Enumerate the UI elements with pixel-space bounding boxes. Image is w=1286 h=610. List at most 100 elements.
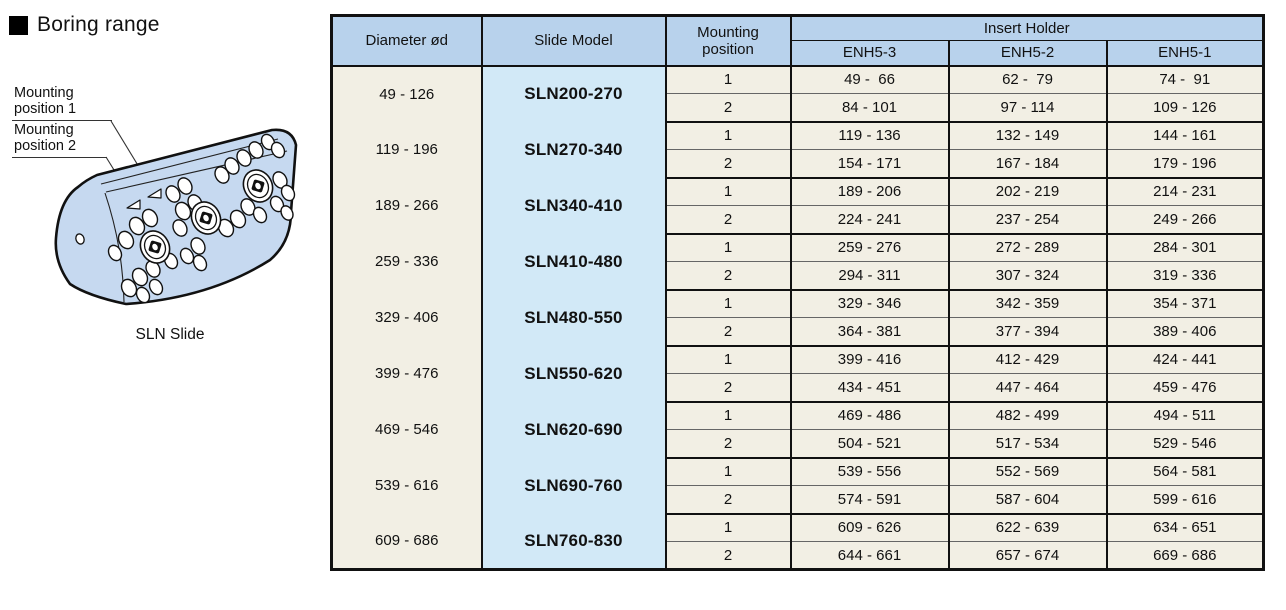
insert-holder-range-cell-enh5-2: 132 - 149: [947, 121, 1108, 150]
table-row: 399 - 476 SLN550-620 1 399 - 416 412 - 429 42…: [330, 345, 1265, 402]
mounting-position-cell: 1: [664, 121, 792, 150]
insert-holder-range-cell-enh5-2: 307 - 324: [947, 261, 1108, 291]
bore-holes: [107, 133, 296, 304]
insert-holder-range-cell-enh5-2: 167 - 184: [947, 149, 1108, 179]
slide-model-cell: SLN270-340: [480, 121, 667, 178]
insert-holder-range-cell-enh5-2: 447 - 464: [947, 373, 1108, 403]
table-row: 2 294 - 311 307 - 324 319 - 336: [332, 261, 1265, 291]
insert-holder-range-cell-enh5-2: 657 - 674: [947, 541, 1108, 571]
table-row: 2 84 - 101 97 - 114 109 - 126: [332, 93, 1265, 123]
square-bullet-icon: [9, 15, 28, 35]
insert-holder-range-cell-enh5-1: 144 - 161: [1105, 121, 1265, 150]
table-row: 329 - 406 SLN480-550 1 329 - 346 342 - 359 35…: [330, 289, 1265, 346]
diameter-range-cell: 329 - 406: [330, 289, 483, 346]
mounting-position-cell: 2: [664, 149, 792, 179]
mounting-position-cell: 1: [664, 457, 792, 486]
insert-holder-range-cell-enh5-2: 622 - 639: [947, 513, 1108, 542]
insert-holder-range-cell-enh5-3: 189 - 206: [789, 177, 950, 206]
mounting-sockets: [139, 169, 274, 264]
insert-holder-range-cell-enh5-3: 329 - 346: [789, 289, 950, 318]
mounting-position-cell: 2: [664, 261, 792, 291]
insert-holder-range-cell-enh5-3: 644 - 661: [789, 541, 950, 571]
diameter-range-cell: 259 - 336: [330, 233, 483, 290]
mounting-position-cell: 1: [664, 513, 792, 542]
insert-holder-range-cell-enh5-1: 284 - 301: [1105, 233, 1265, 262]
diameter-range-cell: 119 - 196: [330, 121, 483, 178]
insert-holder-range-cell-enh5-1: 354 - 371: [1105, 289, 1265, 318]
insert-holder-range-cell-enh5-2: 202 - 219: [947, 177, 1108, 206]
diameter-range-cell: 609 - 686: [330, 513, 483, 570]
mounting-position-cell: 2: [664, 93, 792, 123]
diameter-range-cell: 399 - 476: [330, 345, 483, 402]
table-row: 189 - 266 SLN340-410 1 189 - 206 202 - 219 21…: [330, 177, 1265, 234]
section-title-row: Boring range: [9, 13, 160, 37]
mounting-position-cell: 2: [664, 373, 792, 403]
header-enh5-2: ENH5-2: [947, 40, 1108, 67]
table-row: 259 - 336 SLN410-480 1 259 - 276 272 - 289 28…: [330, 233, 1265, 290]
insert-holder-range-cell-enh5-2: 62 - 79: [947, 65, 1108, 94]
mounting-position-cell: 2: [664, 205, 792, 235]
mounting-position-cell: 1: [664, 345, 792, 374]
insert-holder-range-cell-enh5-3: 224 - 241: [789, 205, 950, 235]
header-enh5-3: ENH5-3: [789, 40, 950, 67]
mounting-position-cell: 2: [664, 429, 792, 459]
insert-holder-range-cell-enh5-2: 587 - 604: [947, 485, 1108, 515]
insert-holder-range-cell-enh5-3: 259 - 276: [789, 233, 950, 262]
insert-holder-range-cell-enh5-1: 214 - 231: [1105, 177, 1265, 206]
table-row: 2 644 - 661 657 - 674 669 - 686: [332, 541, 1265, 571]
insert-holder-range-cell-enh5-1: 599 - 616: [1105, 485, 1265, 515]
header-enh5-1: ENH5-1: [1105, 40, 1265, 67]
insert-holder-range-cell-enh5-1: 179 - 196: [1105, 149, 1265, 179]
mounting-position-markers: [126, 188, 162, 210]
insert-holder-range-cell-enh5-1: 249 - 266: [1105, 205, 1265, 235]
mounting-position-cell: 2: [664, 541, 792, 571]
insert-holder-range-cell-enh5-1: 564 - 581: [1105, 457, 1265, 486]
insert-holder-range-cell-enh5-2: 517 - 534: [947, 429, 1108, 459]
insert-holder-range-cell-enh5-3: 84 - 101: [789, 93, 950, 123]
insert-holder-range-cell-enh5-2: 552 - 569: [947, 457, 1108, 486]
mounting-position-cell: 1: [664, 289, 792, 318]
insert-holder-range-cell-enh5-1: 319 - 336: [1105, 261, 1265, 291]
insert-holder-range-cell-enh5-3: 154 - 171: [789, 149, 950, 179]
insert-holder-range-cell-enh5-3: 119 - 136: [789, 121, 950, 150]
end-cap-hole: [75, 233, 85, 245]
insert-holder-range-cell-enh5-1: 669 - 686: [1105, 541, 1265, 571]
insert-holder-range-cell-enh5-1: 109 - 126: [1105, 93, 1265, 123]
insert-holder-range-cell-enh5-3: 434 - 451: [789, 373, 950, 403]
insert-holder-range-cell-enh5-3: 609 - 626: [789, 513, 950, 542]
header-insert-holder: Insert Holder: [789, 15, 1265, 41]
insert-holder-range-cell-enh5-1: 389 - 406: [1105, 317, 1265, 347]
slide-model-cell: SLN550-620: [480, 345, 667, 402]
table-row: 2 574 - 591 587 - 604 599 - 616: [332, 485, 1265, 515]
table-row: 49 - 126 SLN200-270 1 49 - 66 62 - 79 74 - 91: [330, 65, 1265, 122]
diameter-range-cell: 49 - 126: [330, 65, 483, 122]
slide-model-cell: SLN200-270: [480, 65, 667, 122]
insert-holder-range-cell-enh5-2: 377 - 394: [947, 317, 1108, 347]
table-row: 119 - 196 SLN270-340 1 119 - 136 132 - 149 14…: [330, 121, 1265, 178]
mounting-position-2-label: Mounting position 2: [12, 122, 107, 159]
mounting-position-cell: 1: [664, 233, 792, 262]
header-slide-model: Slide Model: [480, 15, 667, 67]
insert-holder-range-cell-enh5-1: 634 - 651: [1105, 513, 1265, 542]
table-row: 2 504 - 521 517 - 534 529 - 546: [332, 429, 1265, 459]
diameter-range-cell: 539 - 616: [330, 457, 483, 514]
diameter-range-cell: 469 - 546: [330, 401, 483, 458]
insert-holder-range-cell-enh5-1: 494 - 511: [1105, 401, 1265, 430]
slide-model-cell: SLN760-830: [480, 513, 667, 570]
insert-holder-range-cell-enh5-2: 482 - 499: [947, 401, 1108, 430]
mounting-position-cell: 2: [664, 485, 792, 515]
diameter-range-cell: 189 - 266: [330, 177, 483, 234]
insert-holder-range-cell-enh5-1: 424 - 441: [1105, 345, 1265, 374]
table-row: 609 - 686 SLN760-830 1 609 - 626 622 - 639 63…: [330, 513, 1265, 570]
insert-holder-range-cell-enh5-2: 237 - 254: [947, 205, 1108, 235]
insert-holder-range-cell-enh5-3: 364 - 381: [789, 317, 950, 347]
insert-holder-range-cell-enh5-3: 294 - 311: [789, 261, 950, 291]
header-mounting-position: Mounting position: [664, 15, 792, 67]
table-row: 469 - 546 SLN620-690 1 469 - 486 482 - 499 49…: [330, 401, 1265, 458]
insert-holder-range-cell-enh5-1: 459 - 476: [1105, 373, 1265, 403]
header-diameter: Diameter ød: [330, 15, 483, 67]
insert-holder-range-cell-enh5-2: 272 - 289: [947, 233, 1108, 262]
table-row: 2 364 - 381 377 - 394 389 - 406: [332, 317, 1265, 347]
mounting-position-1-label: Mounting position 1: [12, 85, 112, 122]
